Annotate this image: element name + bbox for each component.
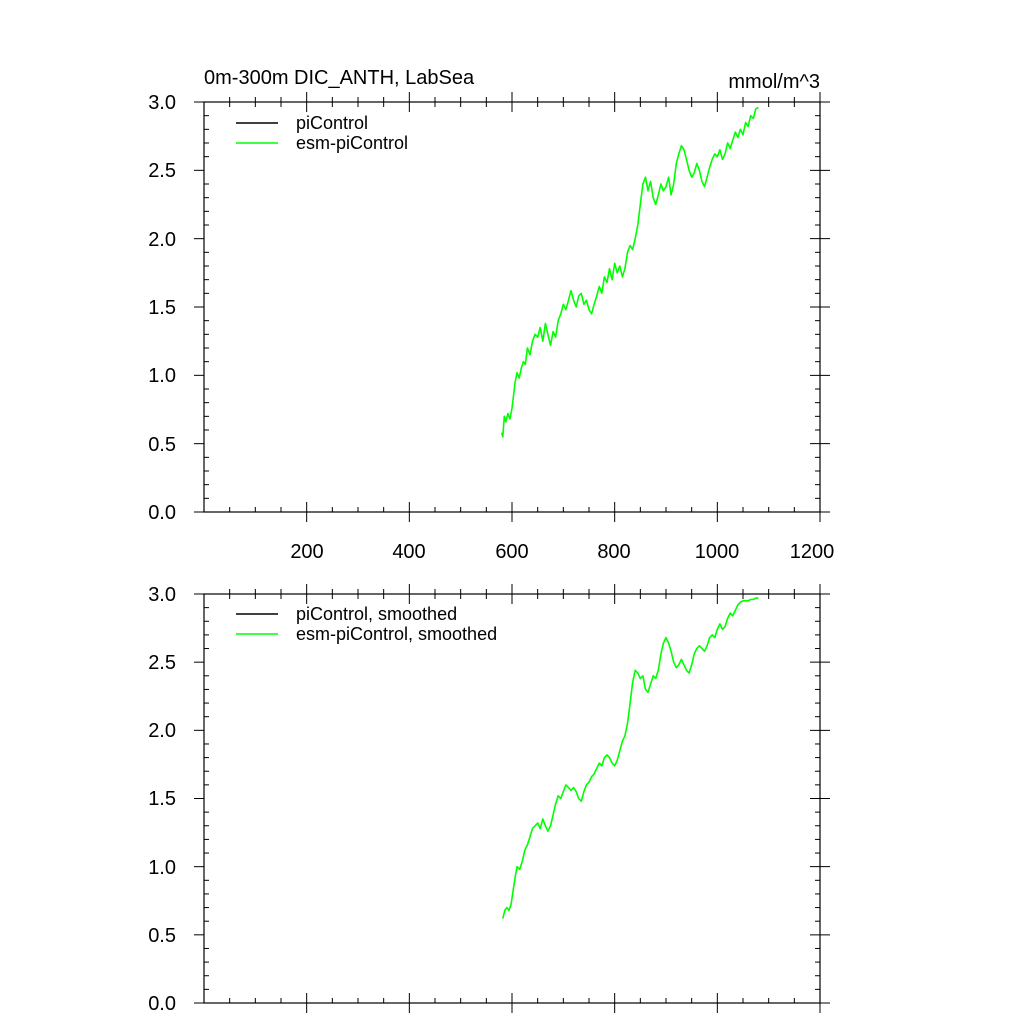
bottom-panel-y-tick-labels: 0.0 0.5 1.0 1.5 2.0 2.5 3.0 (148, 584, 176, 1015)
series-line-esm-picontrol-smoothed (502, 597, 759, 919)
top-ytick-label: 2.5 (148, 160, 176, 182)
bottom-panel-y-major-ticks (194, 593, 830, 1004)
legend-label-picontrol-smoothed: piControl, smoothed (296, 604, 457, 624)
series-line-esm-picontrol (500, 106, 759, 438)
legend-label-esm-picontrol-smoothed: esm-piControl, smoothed (296, 624, 497, 644)
top-panel: 0m-300m DIC_ANTH, LabSea mmol/m^3 0.0 0.… (148, 67, 834, 563)
bottom-ytick-label: 2.0 (148, 720, 176, 742)
top-panel-minor-ticks (204, 97, 820, 512)
bottom-panel-minor-ticks (204, 589, 820, 1003)
top-panel-x-tick-labels: 200 400 600 800 1000 1200 (290, 541, 834, 563)
top-ytick-label: 2.0 (148, 229, 176, 251)
bottom-panel: 0.0 0.5 1.0 1.5 2.0 2.5 3.0 piControl, s… (148, 584, 830, 1015)
top-ytick-label: 0.5 (148, 434, 176, 456)
bottom-panel-frame (203, 593, 821, 1004)
top-panel-units: mmol/m^3 (728, 71, 820, 93)
top-ytick-label: 1.0 (148, 365, 176, 387)
top-xtick-label: 1000 (695, 541, 740, 563)
top-xtick-label: 600 (495, 541, 528, 563)
top-xtick-label: 200 (290, 541, 323, 563)
top-ytick-label: 3.0 (148, 92, 176, 114)
top-ytick-label: 1.5 (148, 297, 176, 319)
top-panel-y-tick-labels: 0.0 0.5 1.0 1.5 2.0 2.5 3.0 (148, 92, 176, 524)
bottom-ytick-label: 1.0 (148, 857, 176, 879)
top-panel-x-major-ticks (306, 92, 821, 522)
legend-label-picontrol: piControl (296, 113, 368, 133)
top-xtick-label: 800 (597, 541, 630, 563)
top-ytick-label: 0.0 (148, 502, 176, 524)
bottom-panel-x-major-ticks (306, 584, 821, 1013)
bottom-ytick-label: 2.5 (148, 652, 176, 674)
top-panel-y-major-ticks (194, 101, 830, 513)
top-xtick-label: 1200 (790, 541, 835, 563)
legend-label-esm-picontrol: esm-piControl (296, 133, 408, 153)
bottom-ytick-label: 3.0 (148, 584, 176, 606)
bottom-ytick-label: 0.0 (148, 993, 176, 1015)
top-panel-title: 0m-300m DIC_ANTH, LabSea (204, 67, 475, 89)
top-panel-legend: piControl esm-piControl (236, 113, 408, 153)
top-xtick-label: 400 (392, 541, 425, 563)
bottom-panel-legend: piControl, smoothed esm-piControl, smoot… (236, 604, 497, 644)
bottom-ytick-label: 1.5 (148, 788, 176, 810)
bottom-ytick-label: 0.5 (148, 925, 176, 947)
top-panel-frame (203, 101, 821, 513)
